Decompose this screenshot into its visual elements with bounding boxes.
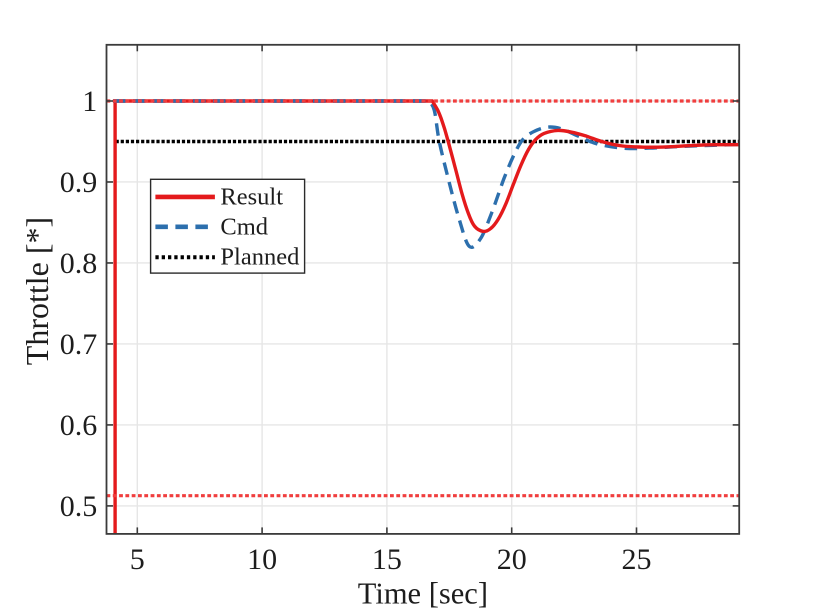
svg-text:0.7: 0.7 <box>60 328 98 361</box>
svg-text:25: 25 <box>622 543 652 576</box>
svg-text:0.8: 0.8 <box>60 247 98 280</box>
svg-text:0.5: 0.5 <box>60 490 98 523</box>
svg-text:Result: Result <box>220 183 283 210</box>
svg-text:0.6: 0.6 <box>60 409 98 442</box>
svg-text:Time [sec]: Time [sec] <box>358 577 488 611</box>
svg-text:0.9: 0.9 <box>60 166 98 199</box>
svg-text:15: 15 <box>372 543 402 576</box>
svg-text:20: 20 <box>497 543 527 576</box>
svg-text:Throttle [*]: Throttle [*] <box>19 217 55 365</box>
svg-text:5: 5 <box>130 543 145 576</box>
svg-text:Cmd: Cmd <box>220 213 268 240</box>
svg-text:Planned: Planned <box>220 244 299 271</box>
svg-text:10: 10 <box>247 543 277 576</box>
svg-text:1: 1 <box>82 85 97 118</box>
